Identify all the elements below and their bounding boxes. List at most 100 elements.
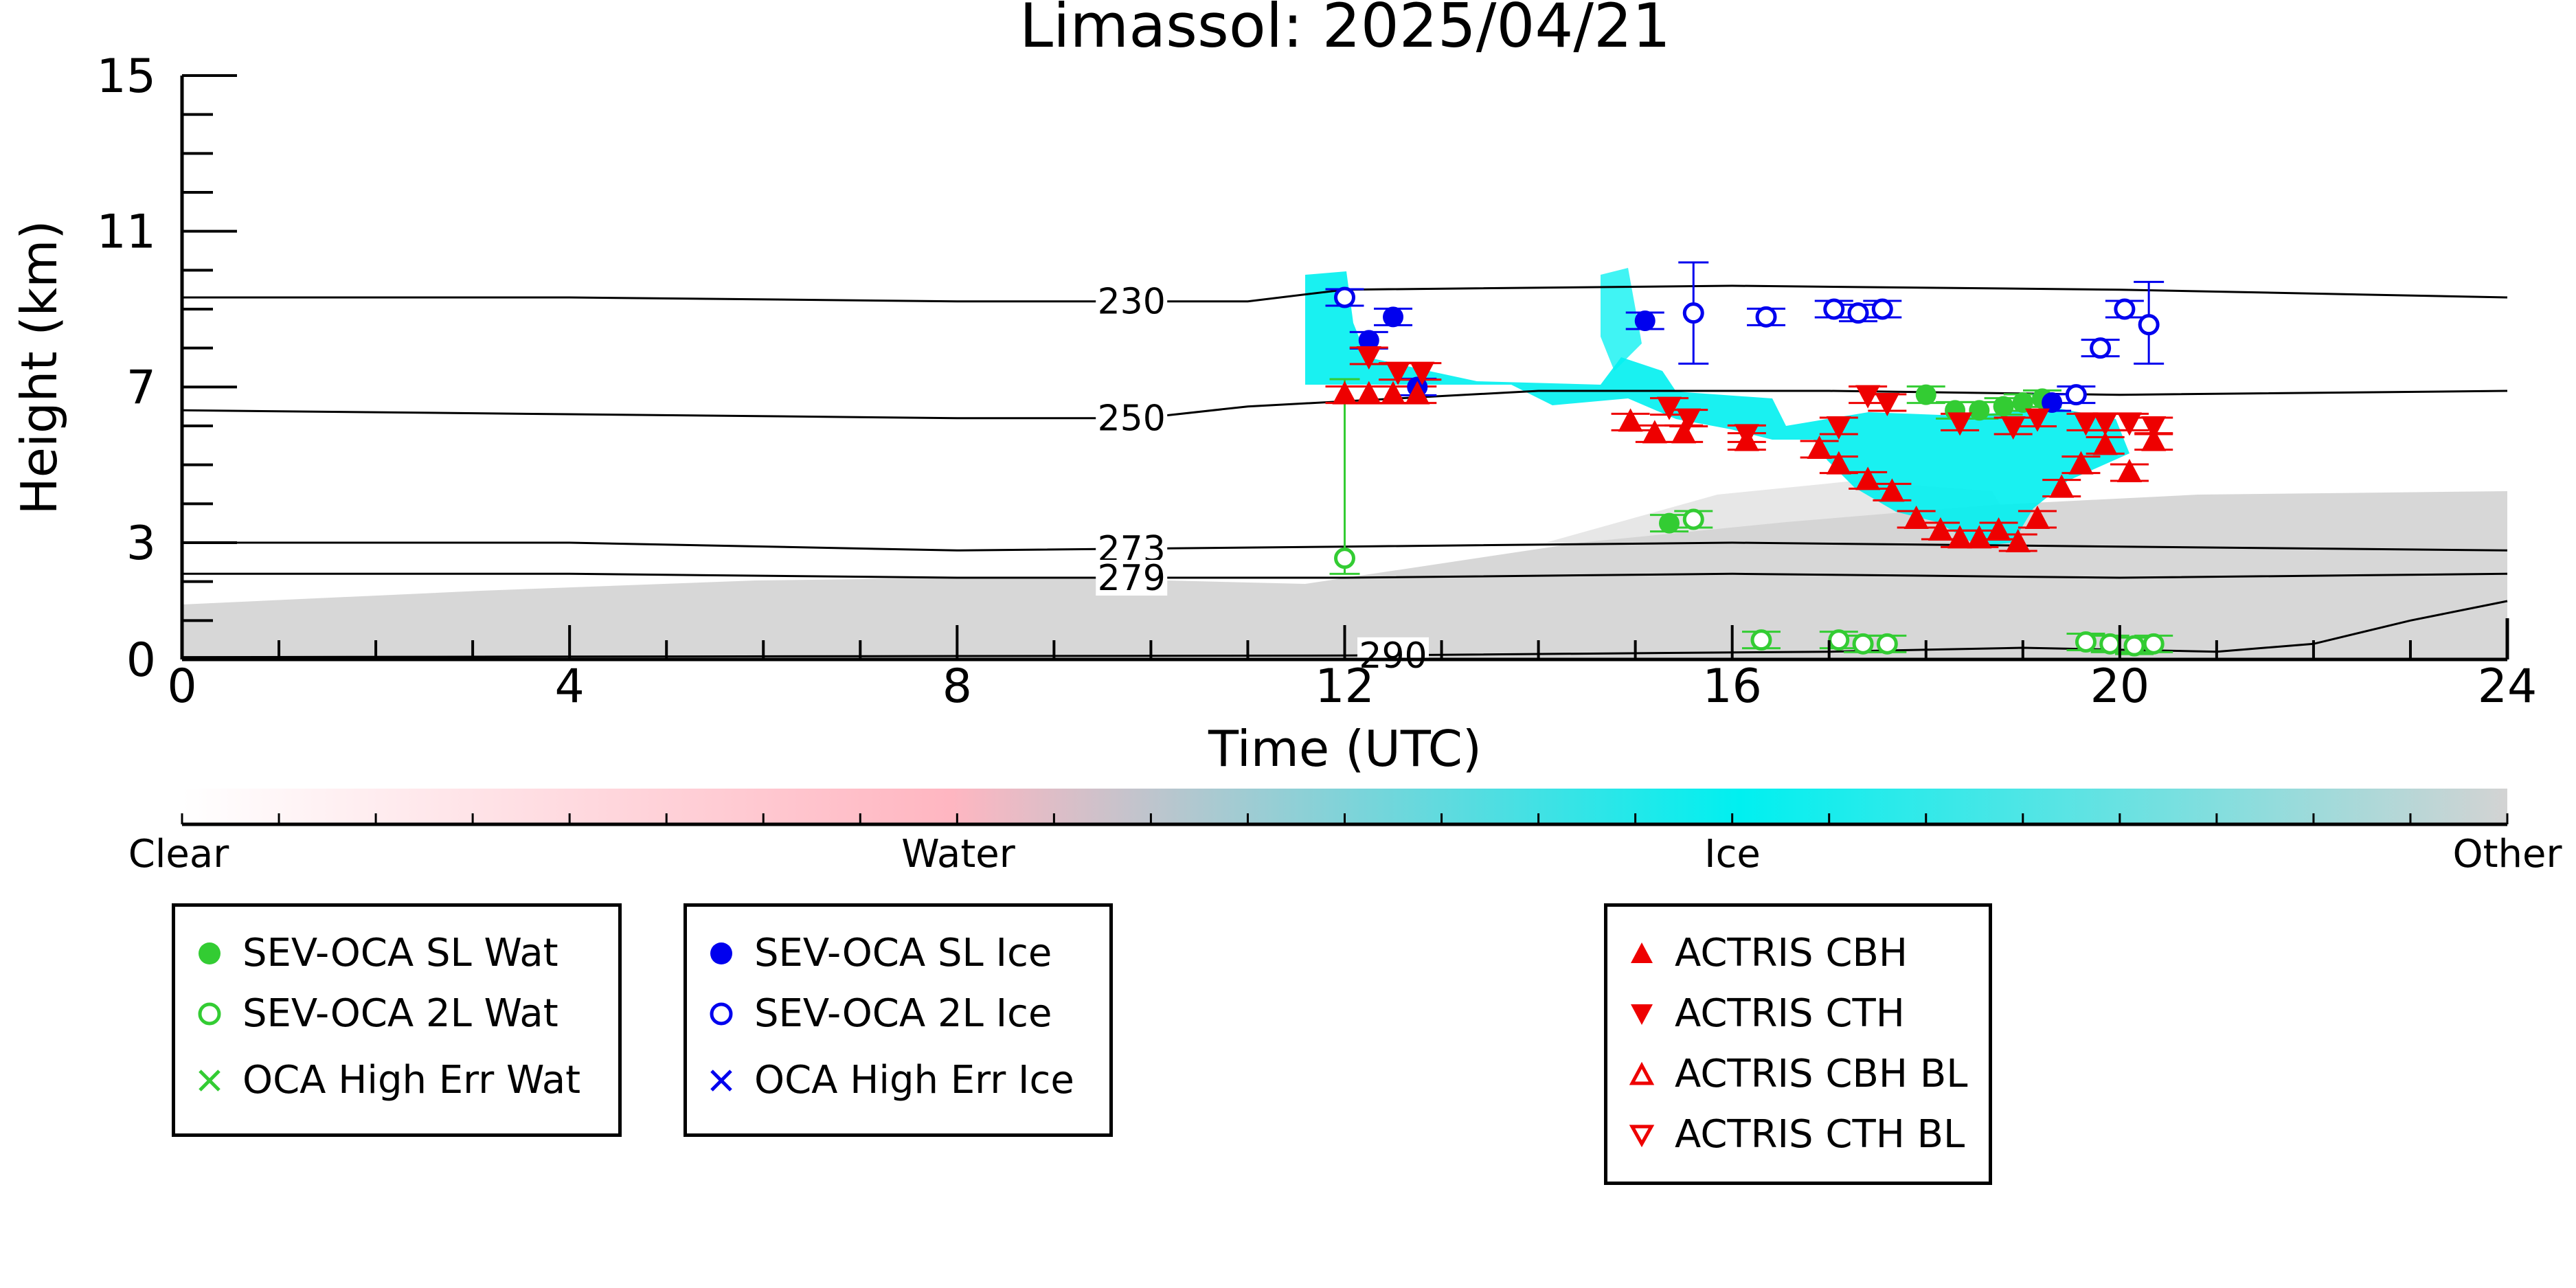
data-point: [1928, 517, 1953, 541]
open-circle-icon: [190, 995, 229, 1033]
data-point: [1358, 330, 1379, 351]
data-point: [1903, 506, 1929, 529]
legend-label: ACTRIS CBH: [1675, 931, 1908, 975]
x-tick-label: 16: [1702, 659, 1762, 714]
triangle-up-icon: [1623, 934, 1661, 973]
data-point: [2141, 416, 2167, 440]
data-point: [1855, 385, 1881, 409]
y-tick-label: 7: [126, 361, 156, 415]
x-mark-icon: [190, 1061, 229, 1100]
data-point: [1682, 302, 1704, 324]
data-point: [2073, 412, 2099, 436]
legend-ice: SEV-OCA SL Ice SEV-OCA 2L Ice OCA High E…: [683, 903, 1113, 1137]
data-point: [1383, 306, 1404, 328]
isotherm-line: [182, 572, 2508, 579]
data-point: [2000, 416, 2026, 440]
data-point: [2090, 337, 2112, 359]
ice-class-mid-region: [1601, 268, 1642, 371]
data-point: [2116, 412, 2142, 436]
legend-item-actris-cbh-bl: ACTRIS CBH BL: [1623, 1052, 1967, 1096]
data-point: [1876, 633, 1898, 655]
data-point: [1676, 408, 1702, 432]
isotherm-label: 290: [1359, 635, 1427, 677]
data-point: [1847, 302, 1869, 324]
data-point: [1879, 478, 1905, 502]
open-triangle-up-icon: [1623, 1055, 1661, 1094]
data-point: [2116, 459, 2142, 482]
data-point: [1634, 310, 1656, 331]
data-point: [2092, 431, 2118, 455]
data-point: [2024, 408, 2050, 432]
data-point: [1356, 346, 1381, 370]
legend-label: OCA High Err Ice: [754, 1058, 1074, 1103]
x-tick-label: 8: [942, 659, 972, 714]
data-point: [2123, 635, 2145, 657]
data-point: [1682, 508, 1704, 530]
data-point: [1875, 393, 1900, 416]
data-point: [1334, 286, 1355, 308]
x-mark-icon: [702, 1061, 741, 1100]
data-point: [2092, 412, 2118, 436]
data-point: [2068, 451, 2094, 475]
y-tick-label: 0: [126, 633, 156, 688]
data-point: [1871, 298, 1893, 320]
filled-circle-icon: [190, 934, 229, 973]
x-tick-label: 12: [1315, 659, 1375, 714]
filled-circle-icon: [702, 934, 741, 973]
isotherm-label-bg: [1357, 637, 1430, 673]
legend-item-sev-2l-wat: SEV-OCA 2L Wat: [190, 991, 558, 1036]
data-point: [1656, 396, 1682, 420]
open-triangle-down-icon: [1623, 1116, 1661, 1154]
x-tick-label: 24: [2478, 659, 2538, 714]
data-point: [1386, 361, 1411, 385]
x-ticks: 0 4 8 12 16 20 24: [167, 625, 2537, 714]
colorbar-ticks: [181, 813, 2509, 824]
y-tick-label: 15: [96, 49, 156, 104]
legend-label: SEV-OCA 2L Ice: [754, 991, 1052, 1036]
data-point: [1405, 381, 1430, 405]
data-point: [1947, 525, 1973, 549]
legend-item-sev-sl-wat: SEV-OCA SL Wat: [190, 931, 558, 975]
data-point: [2042, 392, 2063, 413]
chart-title: Limassol: 2025/04/21: [1019, 0, 1671, 61]
open-circle-icon: [702, 995, 741, 1033]
legend-label: ACTRIS CBH BL: [1675, 1052, 1968, 1096]
data-point: [1855, 466, 1881, 490]
legend-label: SEV-OCA SL Ice: [754, 931, 1052, 975]
data-point: [1947, 412, 1973, 436]
y-tick-label: 11: [96, 205, 156, 260]
data-point: [2049, 474, 2075, 498]
data-point: [2099, 633, 2121, 655]
data-point: [2005, 529, 2031, 552]
data-point: [1993, 396, 2014, 417]
data-point: [1658, 512, 1680, 534]
data-point: [1755, 306, 1777, 328]
data-point: [2138, 314, 2160, 336]
legend-item-oca-high-err-ice: OCA High Err Ice: [702, 1058, 1074, 1103]
data-point: [1618, 408, 1643, 432]
data-point: [1671, 420, 1697, 444]
data-point: [2065, 384, 2087, 406]
isotherm-label-bg: [1096, 400, 1168, 436]
data-point: [1915, 384, 1936, 405]
colorbar: Clear Water Ice Other: [128, 789, 2562, 877]
legend-label: OCA High Err Wat: [242, 1058, 581, 1103]
x-tick-label: 4: [555, 659, 585, 714]
data-point: [1410, 361, 1435, 385]
data-point: [1828, 629, 1850, 651]
data-point: [1826, 416, 1851, 440]
colorbar-label-clear: Clear: [128, 832, 229, 877]
data-point: [1750, 629, 1772, 651]
data-point: [1381, 381, 1406, 405]
data-point: [2114, 298, 2136, 320]
legend-item-sev-2l-ice: SEV-OCA 2L Ice: [702, 991, 1052, 1036]
isotherm-line: [182, 284, 2508, 303]
x-tick-label: 0: [167, 659, 196, 714]
legend-water: SEV-OCA SL Wat SEV-OCA 2L Wat OCA High E…: [172, 903, 622, 1137]
legend-label: SEV-OCA SL Wat: [242, 931, 558, 975]
colorbar-label-other: Other: [2452, 832, 2562, 877]
legend-item-actris-cth-bl: ACTRIS CTH BL: [1623, 1112, 1965, 1157]
legend-label: SEV-OCA 2L Wat: [242, 991, 558, 1036]
colorbar-label-water: Water: [901, 832, 1016, 877]
